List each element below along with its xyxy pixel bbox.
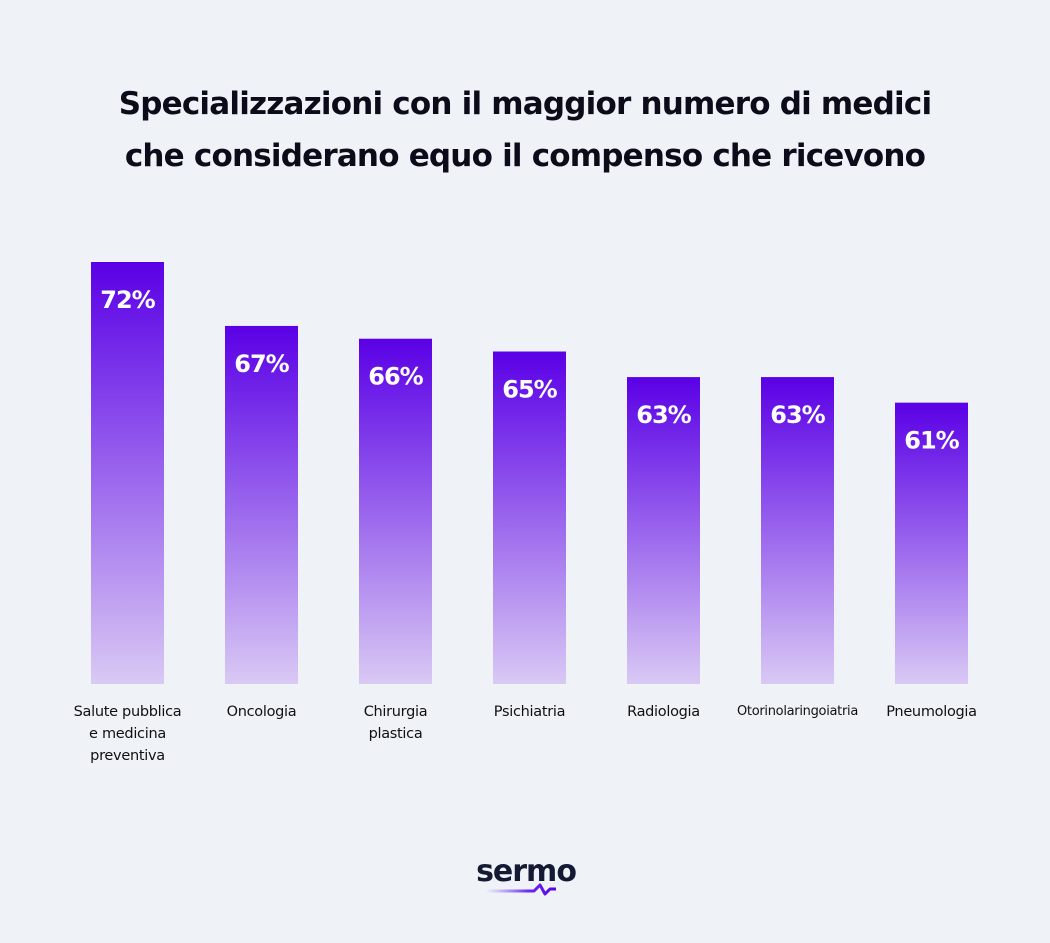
bar: [761, 377, 834, 684]
svg-text:sermo: sermo: [476, 854, 576, 889]
category-label: Psichiatria: [493, 704, 566, 720]
category-label: Otorinolaringoiatria: [736, 704, 858, 719]
data-label: 67%: [234, 350, 289, 378]
category-label: Radiologia: [627, 704, 700, 720]
bar: [91, 262, 164, 684]
data-label: 63%: [636, 401, 691, 429]
data-label: 65%: [502, 376, 557, 404]
category-label: Oncologia: [226, 704, 297, 720]
chart-title-line-1: Specializzazioni con il maggior numero d…: [118, 86, 932, 122]
bar: [627, 377, 700, 684]
sermo-logo: sermo: [476, 854, 577, 896]
chart-title-line-2: che considerano equo il compenso che ric…: [124, 138, 926, 174]
category-label: Chirurgia plastica: [363, 704, 428, 742]
bar: [359, 338, 432, 684]
category-label: Pneumologia: [886, 704, 977, 720]
data-label: 72%: [100, 286, 155, 314]
bar: [895, 402, 968, 684]
data-label: 66%: [368, 363, 423, 391]
data-label: 61%: [904, 427, 959, 455]
category-label: Salute pubblica e medicina preventiva: [73, 704, 182, 764]
bar: [493, 351, 566, 684]
bar: [225, 325, 298, 684]
data-label: 63%: [770, 401, 825, 429]
chart-title: Specializzazioni con il maggior numero d…: [0, 78, 1050, 182]
